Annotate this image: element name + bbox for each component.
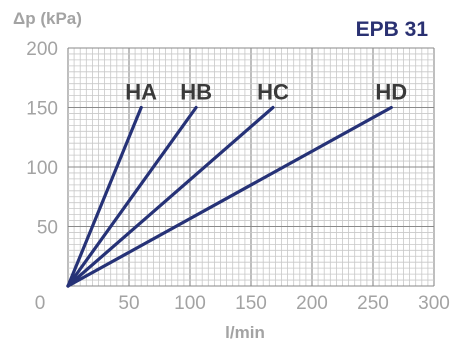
series-lines	[66, 105, 393, 288]
x-tick-label: 200	[296, 293, 328, 314]
x-tick-labels: 0 50 100 150 200 250 300	[35, 293, 450, 314]
grid	[67, 47, 435, 287]
x-tick-label: 150	[235, 293, 267, 314]
y-tick-label: 200	[26, 39, 58, 60]
series-line-hd	[66, 105, 393, 288]
series-line-hb	[66, 105, 198, 288]
series-label-hb: HB	[180, 80, 212, 105]
x-axis-title: l/min	[225, 323, 265, 342]
y-tick-labels: 50 100 150 200	[26, 39, 58, 239]
series-line-ha	[66, 105, 143, 288]
series-label-hd: HD	[375, 80, 407, 105]
chart-title: EPB 31	[356, 18, 429, 41]
x-tick-label: 250	[357, 293, 389, 314]
y-axis-title: Δp (kPa)	[13, 9, 82, 28]
x-tick-label: 100	[174, 293, 206, 314]
x-tick-label: 0	[35, 293, 46, 314]
series-label-hc: HC	[257, 80, 289, 105]
series-line-hc	[66, 105, 275, 288]
x-tick-label: 300	[418, 293, 450, 314]
series-labels: HA HB HC HD	[125, 80, 407, 105]
y-tick-label: 50	[37, 218, 58, 239]
y-tick-label: 100	[26, 158, 58, 179]
y-tick-label: 150	[26, 99, 58, 120]
series-label-ha: HA	[125, 80, 157, 105]
x-tick-label: 50	[118, 293, 139, 314]
